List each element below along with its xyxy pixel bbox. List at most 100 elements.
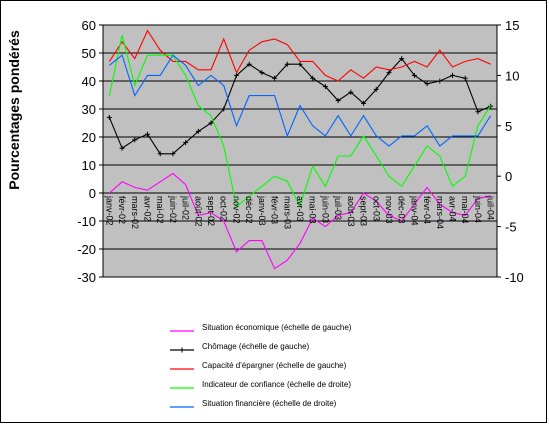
legend-item: Situation économique (échelle de gauche) bbox=[168, 322, 428, 341]
x-tick-label: oct-02 bbox=[219, 196, 229, 221]
x-tick-label: mai-04 bbox=[460, 196, 470, 224]
x-tick-label: mars-04 bbox=[435, 196, 445, 229]
data-point bbox=[475, 109, 481, 115]
legend-label: Situation financière (échelle de droite) bbox=[202, 399, 337, 408]
x-tick-label: févr-03 bbox=[270, 196, 280, 224]
x-tick-label: juil-02 bbox=[181, 195, 191, 220]
x-tick-label: janv-02 bbox=[104, 195, 114, 226]
data-point bbox=[411, 72, 417, 78]
right-tick-label: -10 bbox=[505, 270, 524, 285]
data-point bbox=[361, 100, 367, 106]
x-tick-label: janv-03 bbox=[257, 195, 267, 226]
x-tick-label: avr-04 bbox=[448, 196, 458, 222]
x-tick-label: nov-03 bbox=[384, 196, 394, 224]
legend-symbol bbox=[170, 330, 194, 332]
data-point bbox=[132, 137, 138, 143]
left-tick-label: -10 bbox=[77, 214, 96, 229]
x-tick-label: avr-03 bbox=[295, 196, 305, 222]
x-tick-label: mars-02 bbox=[130, 196, 140, 229]
x-tick-label: sept-03 bbox=[359, 196, 369, 226]
data-point bbox=[208, 120, 214, 126]
data-point bbox=[272, 75, 278, 81]
x-tick-label: oct-03 bbox=[371, 196, 381, 221]
left-tick-label: 40 bbox=[82, 74, 96, 89]
series-line-2 bbox=[108, 29, 491, 82]
right-tick-label: 5 bbox=[505, 119, 512, 134]
x-tick-label: juil-04 bbox=[486, 195, 496, 220]
x-tick-label: févr-04 bbox=[422, 196, 432, 224]
legend-item: Chômage (échelle de gauche) bbox=[168, 341, 428, 360]
data-point bbox=[157, 151, 163, 157]
series-line-4 bbox=[109, 54, 492, 147]
left-tick-label: 20 bbox=[82, 130, 96, 145]
data-point bbox=[335, 98, 341, 104]
left-tick-label: -20 bbox=[77, 242, 96, 257]
x-tick-label: avr-02 bbox=[142, 196, 152, 222]
y-axis-label: Pourcentages pondérés bbox=[6, 30, 22, 190]
x-tick-label: juil-03 bbox=[333, 195, 343, 220]
x-tick-label: janv-04 bbox=[409, 195, 419, 226]
x-tick-label: juin-03 bbox=[320, 195, 330, 223]
data-point bbox=[297, 61, 303, 67]
legend-symbol bbox=[170, 368, 194, 370]
legend-marker bbox=[179, 347, 185, 353]
x-tick-label: juin-04 bbox=[473, 195, 483, 223]
x-tick-label: déc-02 bbox=[244, 196, 254, 224]
x-tick-label: mai-02 bbox=[155, 196, 165, 224]
data-point bbox=[373, 86, 379, 92]
data-point bbox=[310, 75, 316, 81]
data-point bbox=[462, 75, 468, 81]
left-tick-label: 30 bbox=[82, 102, 96, 117]
left-tick-label: 60 bbox=[82, 18, 96, 33]
x-tick-label: févr-02 bbox=[117, 196, 127, 224]
legend-item: Indicateur de confiance (échelle de droi… bbox=[168, 379, 428, 398]
left-tick-label: 10 bbox=[82, 158, 96, 173]
legend-label: Chômage (échelle de gauche) bbox=[202, 342, 310, 351]
left-tick-label: 50 bbox=[82, 46, 96, 61]
data-point bbox=[399, 56, 405, 62]
data-point bbox=[348, 89, 354, 95]
x-tick-label: août-02 bbox=[193, 196, 203, 227]
right-tick-label: 10 bbox=[505, 68, 519, 83]
legend: Situation économique (échelle de gauche)… bbox=[168, 322, 428, 417]
right-tick-label: 0 bbox=[505, 169, 512, 184]
x-tick-label: sept-02 bbox=[206, 196, 216, 226]
legend-symbol bbox=[170, 406, 194, 408]
data-point bbox=[246, 61, 252, 67]
data-point bbox=[386, 70, 392, 76]
x-tick-label: mai-03 bbox=[308, 196, 318, 224]
legend-label: Capacité d'épargner (échelle de gauche) bbox=[202, 361, 347, 370]
legend-label: Indicateur de confiance (échelle de droi… bbox=[202, 380, 351, 389]
left-tick-label: -30 bbox=[77, 270, 96, 285]
data-point bbox=[195, 128, 201, 134]
data-point bbox=[119, 145, 125, 151]
right-tick-label: -5 bbox=[505, 220, 517, 235]
data-point bbox=[106, 114, 112, 120]
data-point bbox=[259, 70, 265, 76]
x-tick-label: nov-02 bbox=[231, 196, 241, 224]
x-tick-label: juin-02 bbox=[168, 195, 178, 223]
legend-label: Situation économique (échelle de gauche) bbox=[202, 323, 352, 332]
data-point bbox=[437, 78, 443, 84]
data-point bbox=[144, 131, 150, 137]
legend-symbol bbox=[170, 387, 194, 389]
x-tick-label: août-03 bbox=[346, 196, 356, 227]
legend-item: Situation financière (échelle de droite) bbox=[168, 398, 428, 417]
data-point bbox=[450, 72, 456, 78]
data-point bbox=[221, 106, 227, 112]
legend-symbol bbox=[170, 347, 194, 353]
right-tick-label: 15 bbox=[505, 18, 519, 33]
x-tick-label: déc-03 bbox=[397, 196, 407, 224]
legend-item: Capacité d'épargner (échelle de gauche) bbox=[168, 360, 428, 379]
data-point bbox=[322, 84, 328, 90]
data-point bbox=[183, 140, 189, 146]
plot-area bbox=[103, 25, 497, 277]
data-point bbox=[170, 151, 176, 157]
series-line-0 bbox=[109, 172, 491, 270]
x-tick-label: mars-03 bbox=[282, 196, 292, 229]
data-point bbox=[284, 61, 290, 67]
left-tick-label: 0 bbox=[89, 186, 96, 201]
